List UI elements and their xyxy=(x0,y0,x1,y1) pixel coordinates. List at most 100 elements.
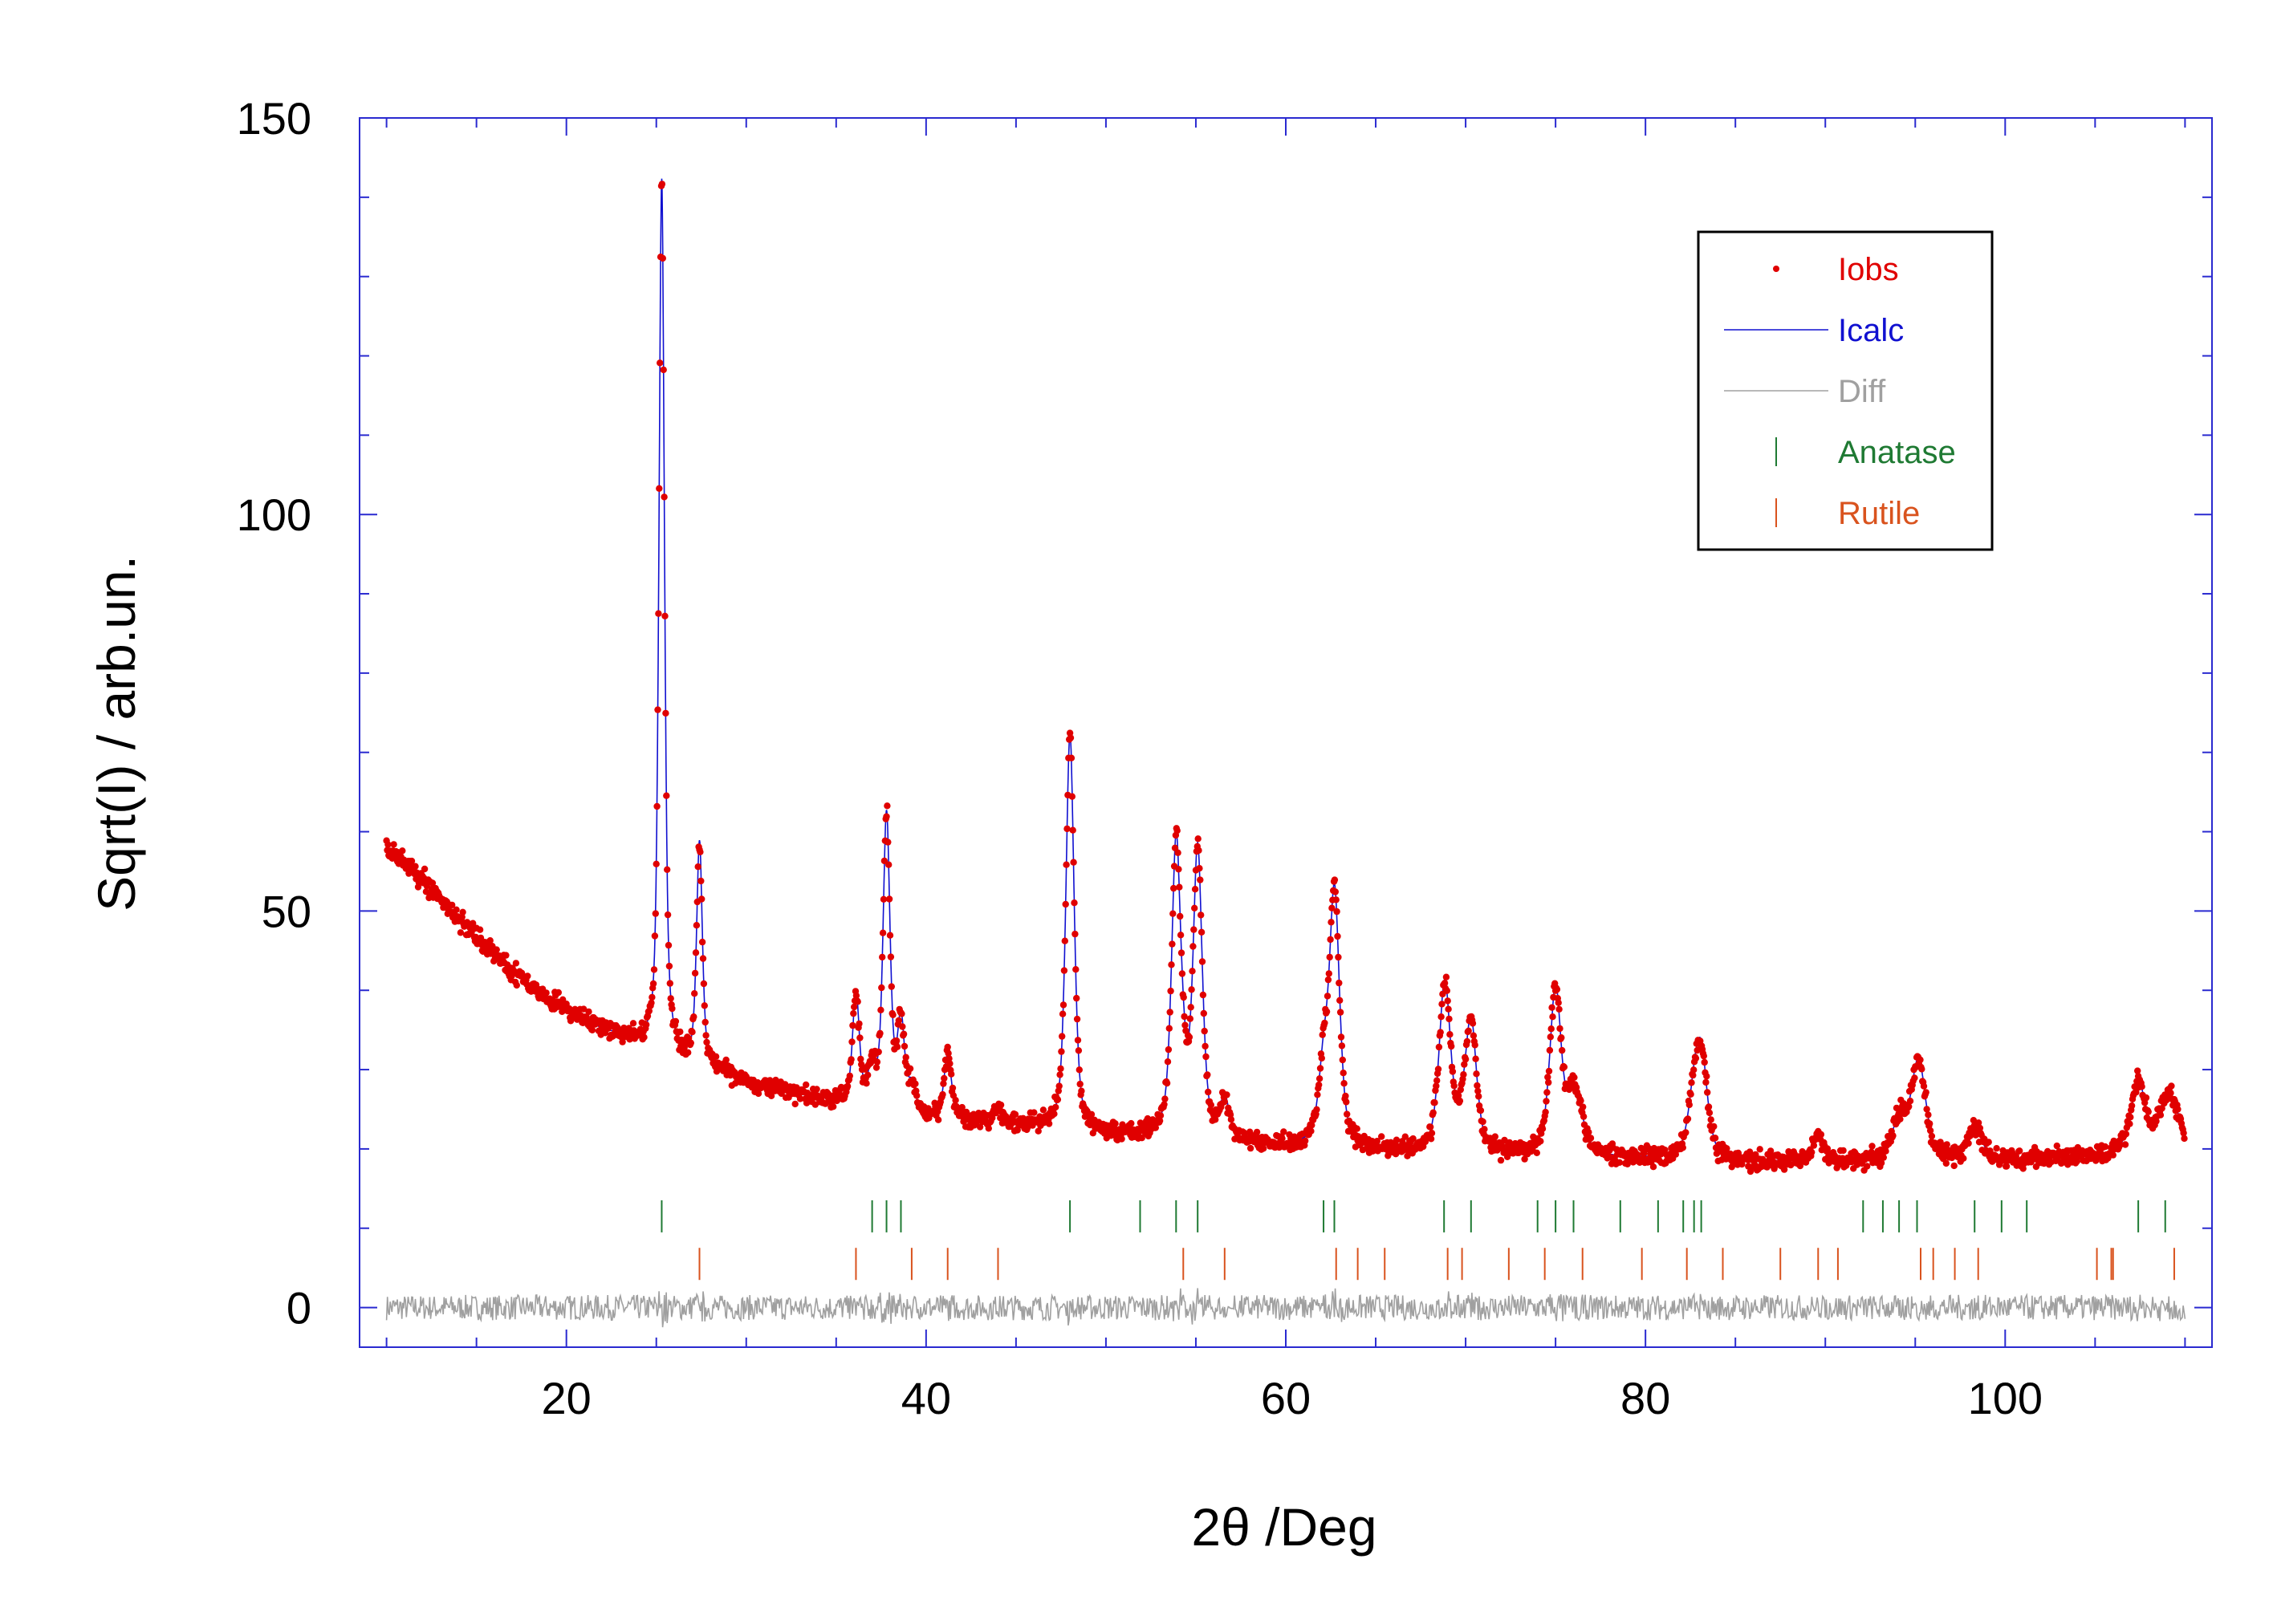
iobs-point xyxy=(1185,1033,1193,1041)
iobs-point xyxy=(702,1032,710,1039)
iobs-point xyxy=(1340,1070,1347,1077)
iobs-point xyxy=(1178,970,1186,977)
iobs-point xyxy=(1616,1159,1624,1167)
iobs-point xyxy=(879,929,887,936)
iobs-point xyxy=(1906,1098,1914,1105)
iobs-point xyxy=(1481,1126,1488,1133)
iobs-point xyxy=(1055,1082,1063,1090)
iobs-point xyxy=(1479,1118,1486,1126)
iobs-point xyxy=(2180,1129,2187,1137)
iobs-point xyxy=(1427,1135,1435,1143)
iobs-point xyxy=(1316,1065,1324,1072)
iobs-point xyxy=(913,1092,921,1099)
iobs-point xyxy=(664,866,671,874)
iobs-point xyxy=(906,1065,914,1073)
iobs-point xyxy=(1922,1089,1929,1096)
iobs-point xyxy=(693,922,701,929)
iobs-point xyxy=(1882,1147,1889,1155)
iobs-point xyxy=(1324,976,1332,984)
iobs-point xyxy=(512,960,520,967)
iobs-point xyxy=(1645,1145,1653,1152)
iobs-point xyxy=(2133,1089,2140,1096)
iobs-point xyxy=(1548,1004,1555,1011)
iobs-point xyxy=(650,966,658,973)
iobs-point xyxy=(384,841,392,848)
iobs-point xyxy=(1917,1056,1924,1064)
iobs-point xyxy=(858,1061,865,1068)
iobs-point xyxy=(848,1038,856,1045)
iobs-point xyxy=(876,1029,884,1037)
iobs-point xyxy=(901,1042,909,1050)
iobs-point xyxy=(2174,1106,2182,1113)
iobs-point xyxy=(880,895,888,903)
iobs-point xyxy=(754,1090,762,1098)
iobs-point xyxy=(803,1081,810,1089)
iobs-point xyxy=(2116,1141,2124,1149)
iobs-point xyxy=(1197,876,1204,883)
iobs-point xyxy=(1460,1071,1467,1078)
iobs-point xyxy=(1687,1090,1694,1098)
iobs-point xyxy=(1544,1074,1551,1081)
iobs-point xyxy=(1767,1147,1775,1155)
iobs-point xyxy=(1067,754,1076,761)
iobs-point xyxy=(1191,886,1199,893)
iobs-point xyxy=(667,995,674,1002)
iobs-point xyxy=(1163,1079,1171,1087)
iobs-point xyxy=(1063,825,1071,833)
iobs-point xyxy=(1246,1144,1254,1152)
iobs-point xyxy=(1433,1082,1440,1090)
iobs-point xyxy=(1212,1116,1219,1123)
iobs-point xyxy=(687,1039,694,1047)
iobs-point xyxy=(1443,987,1451,994)
iobs-point xyxy=(1177,932,1185,939)
iobs-point xyxy=(888,983,896,990)
iobs-point xyxy=(661,493,668,501)
iobs-point xyxy=(1471,1041,1478,1049)
iobs-point xyxy=(1170,884,1177,892)
iobs-point xyxy=(657,359,664,367)
iobs-point xyxy=(1580,1113,1588,1120)
iobs-point xyxy=(2142,1094,2150,1102)
iobs-point xyxy=(1543,1098,1550,1105)
iobs-point xyxy=(2181,1135,2188,1143)
legend-iobs-label: Iobs xyxy=(1838,252,1899,287)
iobs-point xyxy=(945,1055,953,1062)
iobs-series xyxy=(383,181,2188,1175)
iobs-point xyxy=(1174,849,1181,857)
iobs-point xyxy=(1491,1133,1499,1140)
iobs-point xyxy=(945,1050,952,1057)
x-tick-label: 60 xyxy=(1261,1373,1311,1423)
iobs-point xyxy=(1318,1054,1326,1062)
iobs-point xyxy=(934,1116,942,1123)
iobs-point xyxy=(1427,1123,1434,1131)
iobs-point xyxy=(1338,1042,1346,1050)
iobs-point xyxy=(1324,993,1332,1000)
legend-anatase-label: Anatase xyxy=(1838,435,1956,470)
iobs-point xyxy=(1169,910,1177,917)
iobs-point xyxy=(796,1095,804,1102)
iobs-point xyxy=(1649,1163,1657,1171)
iobs-point xyxy=(1920,1082,1928,1090)
iobs-point xyxy=(656,485,663,492)
iobs-point xyxy=(1543,1089,1551,1096)
iobs-point xyxy=(1057,1065,1064,1073)
iobs-point xyxy=(1897,1115,1904,1123)
iobs-point xyxy=(850,1009,857,1017)
iobs-point xyxy=(893,1037,901,1045)
iobs-point xyxy=(449,901,456,909)
iobs-point xyxy=(1051,1110,1058,1118)
iobs-point xyxy=(1378,1133,1385,1140)
iobs-point xyxy=(1058,1048,1065,1055)
iobs-point xyxy=(476,926,484,933)
iobs-point xyxy=(2126,1120,2133,1127)
iobs-point xyxy=(1473,1070,1480,1078)
y-axis-title: Sqrt(I) / arb.un. xyxy=(87,555,146,911)
iobs-point xyxy=(1547,1025,1555,1033)
iobs-point xyxy=(661,612,669,619)
iobs-point xyxy=(1076,1080,1084,1088)
iobs-point xyxy=(813,1086,820,1093)
iobs-point xyxy=(1539,1125,1547,1133)
iobs-point xyxy=(1690,1066,1698,1074)
iobs-point xyxy=(655,610,662,617)
iobs-point xyxy=(2145,1108,2152,1115)
